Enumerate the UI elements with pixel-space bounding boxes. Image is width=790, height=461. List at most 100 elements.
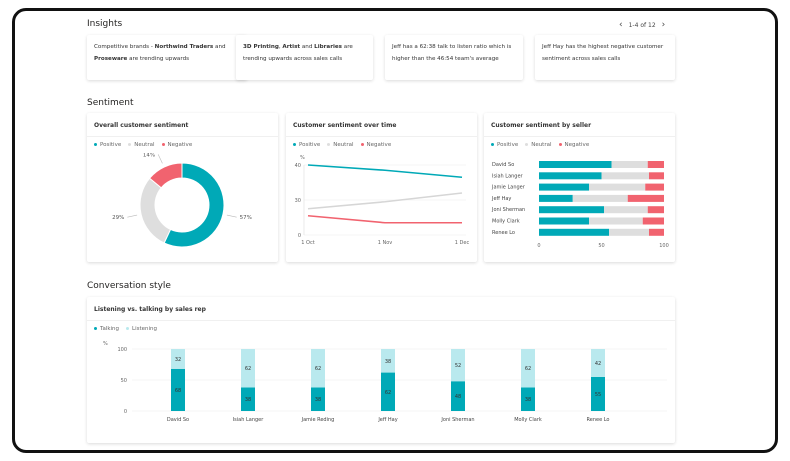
bar-positive (539, 217, 589, 225)
bar-neutral (572, 194, 628, 202)
data-label: 42 (595, 361, 601, 367)
x-tick-label: Renee Lo (587, 417, 610, 423)
insight-card[interactable]: Jeff has a 62:38 talk to listen ratio wh… (385, 35, 523, 80)
x-tick-label: Jeff Hay (377, 417, 397, 423)
insight-text: Libraries (314, 44, 342, 50)
legend-positive: Positive (491, 142, 518, 148)
legend-neutral: Neutral (327, 142, 354, 148)
leader-line (127, 214, 138, 218)
x-tick-label: 0 (537, 243, 540, 249)
data-label: 62 (385, 390, 391, 396)
y-axis-label: % (103, 341, 108, 347)
seller-label: Jeff Hay (491, 196, 511, 202)
data-label: 55 (595, 392, 601, 398)
insight-text: Jeff has a 62:38 talk to listen ratio wh… (392, 44, 512, 62)
insight-text: are trending upwards (127, 56, 190, 62)
bar-talking (241, 387, 255, 411)
y-axis-label: % (300, 155, 305, 161)
chevron-left-icon[interactable]: ‹ (619, 20, 623, 30)
insight-card[interactable]: 3D Printing, Artist and Libraries are tr… (236, 35, 373, 80)
data-label: 57% (240, 215, 252, 221)
bar-negative (647, 161, 664, 168)
x-tick-label: 1 Nov (378, 240, 393, 246)
sentiment-over-time-card: Customer sentiment over time Positive Neu… (286, 113, 477, 262)
seller-label: Renee Lo (492, 230, 515, 236)
data-label: 14% (143, 153, 155, 158)
seller-label: Isiah Langer (492, 173, 524, 179)
bar-talking (591, 376, 605, 411)
bar-listening (521, 349, 535, 388)
data-label: 38 (385, 359, 391, 365)
insights-title: Insights (87, 19, 123, 29)
data-label: 38 (315, 397, 321, 403)
data-label: 38 (245, 397, 251, 403)
bar-talking (451, 381, 465, 411)
x-tick-label: 100 (659, 243, 669, 249)
insight-card[interactable]: Jeff Hay has the highest negative custom… (535, 35, 675, 80)
data-label: 62 (315, 366, 321, 372)
line-negative (307, 214, 462, 224)
bar-listening (381, 349, 395, 373)
bar-negative (647, 206, 664, 214)
insight-text: and (213, 44, 226, 50)
chevron-right-icon[interactable]: › (661, 20, 666, 30)
donut-slice-neutral (139, 177, 172, 244)
bar-negative (649, 172, 664, 180)
insight-text: 3D Printing (243, 44, 279, 50)
x-tick-label: Isiah Langer (233, 417, 265, 423)
legend-negative: Negative (558, 142, 589, 148)
legend-negative: Negative (161, 142, 192, 148)
bar-listening (171, 349, 185, 369)
seller-label: Jamie Langer (491, 185, 526, 191)
y-tick-label: 0 (124, 409, 127, 415)
overall-sentiment-card: Overall customer sentiment Positive Neutr… (87, 113, 278, 262)
data-label: 68 (175, 388, 181, 394)
legend-neutral: Neutral (128, 142, 155, 148)
data-label: 52 (455, 363, 461, 369)
insight-text: Northwind Traders (154, 44, 214, 50)
bar-negative (642, 217, 664, 225)
sentiment-by-seller-card: Customer sentiment by seller Positive Neu… (484, 113, 675, 262)
x-tick-label: 1 Dec (455, 240, 470, 246)
x-tick-label: Jamie Reding (301, 417, 335, 423)
legend-listening: Listening (126, 326, 157, 332)
data-label: 62 (525, 366, 531, 372)
bar-listening (591, 349, 605, 377)
bar-negative (649, 228, 664, 236)
bar-positive (539, 228, 609, 236)
seller-label: Joni Sherman (491, 207, 525, 213)
pager-text: 1-4 of 12 (628, 21, 656, 29)
insight-text: Artist (282, 44, 301, 50)
data-label: 29% (112, 215, 124, 221)
bar-listening (311, 349, 325, 388)
seller-label: David So (492, 162, 514, 168)
data-label: 38 (525, 397, 531, 403)
bar-neutral (589, 217, 643, 225)
leader-line (226, 214, 237, 218)
legend: Positive Neutral Negative (484, 137, 675, 153)
bar-talking (521, 387, 535, 411)
bar-neutral (611, 161, 648, 168)
insight-text: Proseware (94, 56, 128, 62)
donut-slice-positive (163, 162, 225, 248)
bar-neutral (604, 206, 648, 214)
card-title: Customer sentiment over time (286, 113, 477, 137)
insight-card[interactable]: Competitive brands - Northwind Traders a… (87, 35, 247, 80)
bar-neutral (589, 183, 646, 191)
bar-talking (171, 368, 185, 411)
y-tick-label: 100 (117, 347, 127, 353)
donut-slice-negative (148, 162, 183, 189)
x-tick-label: Molly Clark (514, 417, 542, 423)
seller-bar-chart: David So Isiah Langer Jamie Langer Jeff Hay… (491, 161, 669, 249)
card-title: Overall customer sentiment (87, 113, 278, 137)
data-label: 62 (245, 366, 251, 372)
legend-positive: Positive (293, 142, 320, 148)
bar-talking (381, 372, 395, 411)
x-tick-label: David So (167, 417, 189, 423)
legend-neutral: Neutral (525, 142, 552, 148)
conversation-title: Conversation style (87, 281, 171, 291)
bar-neutral (601, 172, 649, 180)
line-positive (307, 164, 463, 179)
line-chart: % 0 30 40 1 Oct 1 Nov 1 Dec (295, 155, 470, 246)
y-tick-label: 50 (121, 378, 127, 384)
